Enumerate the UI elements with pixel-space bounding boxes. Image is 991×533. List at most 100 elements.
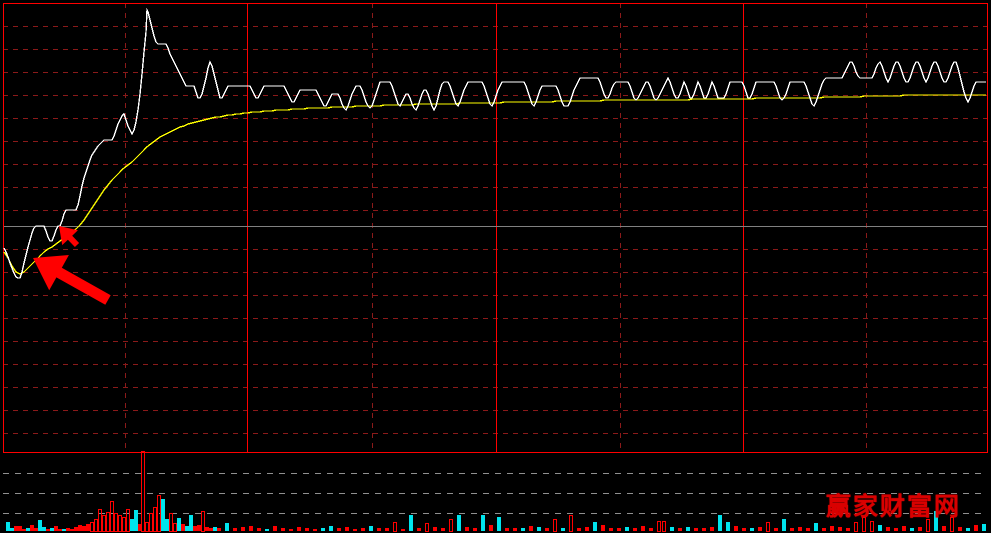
- arrow-small: [59, 226, 80, 247]
- volume-bar: [561, 528, 565, 531]
- volume-bar: [177, 518, 181, 531]
- volume-bar: [830, 526, 834, 531]
- average_price-polyline: [3, 94, 986, 275]
- volume-bar: [918, 527, 922, 531]
- volume-bar: [838, 527, 842, 531]
- volume-bar: [934, 511, 938, 531]
- volume-bar: [742, 528, 746, 531]
- volume-bar: [529, 526, 533, 531]
- volume-bar: [201, 511, 205, 532]
- volume-bar: [289, 529, 293, 531]
- volume-bar: [138, 524, 142, 531]
- volume-gridlines: [3, 473, 987, 514]
- average-price-line: [3, 94, 986, 275]
- volume-bar: [110, 501, 114, 532]
- volume-bar: [385, 528, 389, 531]
- volume-bar: [726, 522, 730, 531]
- volume-bar: [617, 528, 621, 531]
- volume-bar: [854, 522, 858, 532]
- volume-bar: [313, 529, 317, 531]
- volume-bar: [894, 528, 898, 531]
- volume-bar: [862, 517, 866, 532]
- volume-bar: [197, 525, 201, 531]
- volume-bar: [257, 528, 261, 531]
- volume-bar: [670, 527, 674, 531]
- volume-bar: [553, 519, 557, 532]
- volume-bar: [118, 515, 122, 532]
- volume-bar: [878, 525, 882, 531]
- volume-bar: [213, 527, 217, 531]
- volume-bar: [149, 513, 153, 532]
- volume-bar: [94, 519, 98, 532]
- volume-bar: [678, 528, 682, 531]
- volume-bar: [98, 509, 102, 532]
- volume-bar: [766, 522, 770, 532]
- volume-bar: [345, 527, 349, 531]
- volume-bar: [50, 528, 54, 531]
- volume-bar: [633, 528, 637, 531]
- volume-bar: [790, 528, 794, 531]
- volume-bar: [321, 528, 325, 531]
- volume-bar: [641, 526, 645, 531]
- volume-bar: [42, 527, 46, 531]
- volume-bar: [134, 510, 138, 531]
- volume-bar: [950, 517, 954, 532]
- volume-bar: [66, 528, 70, 531]
- volume-bar: [241, 527, 245, 531]
- volume-bar: [265, 529, 269, 531]
- volume-bar: [225, 523, 229, 531]
- volume-bar: [393, 522, 397, 532]
- volume-bar: [46, 529, 50, 531]
- volume-bar: [169, 513, 173, 532]
- volume-bar: [465, 527, 469, 531]
- volume-bar: [54, 526, 58, 531]
- price-frame-rect: [3, 3, 988, 453]
- volume-bar: [758, 527, 762, 531]
- volume-bar: [694, 528, 698, 531]
- volume-bar: [26, 528, 30, 531]
- volume-bar: [601, 525, 605, 531]
- volume-bar: [82, 526, 86, 531]
- volume-bar: [718, 515, 722, 531]
- volume-bar: [18, 526, 22, 531]
- volume-bar: [189, 515, 193, 531]
- volume-bar: [481, 515, 485, 531]
- price-polyline: [3, 7, 986, 279]
- volume-bar: [38, 520, 42, 531]
- volume-bar: [74, 527, 78, 531]
- volume-bar: [58, 529, 62, 531]
- annotation-arrows: [33, 226, 111, 305]
- volume-bar: [625, 527, 629, 531]
- volume-bar: [297, 527, 301, 531]
- volume-bar: [473, 528, 477, 531]
- volume-bar: [62, 529, 66, 531]
- volume-bar: [126, 509, 130, 532]
- volume-bar: [433, 527, 437, 531]
- volume-bar: [774, 528, 778, 531]
- volume-bar: [157, 495, 161, 532]
- volume-bar: [106, 512, 110, 532]
- volume-bar: [181, 524, 185, 531]
- volume-bar: [22, 529, 26, 531]
- volume-bar: [593, 522, 597, 531]
- volume-bar: [926, 519, 930, 532]
- volume-bar: [122, 517, 126, 532]
- volume-bar: [734, 526, 738, 531]
- volume-bar: [273, 526, 277, 531]
- volume-bar: [10, 528, 14, 531]
- volume-bar: [209, 528, 213, 531]
- volume-bar: [193, 526, 197, 531]
- price-line: [3, 7, 986, 279]
- volume-bar: [30, 525, 34, 531]
- volume-bar: [86, 524, 90, 531]
- volume-bar: [886, 527, 890, 531]
- volume-bar: [577, 528, 581, 531]
- volume-bar: [702, 528, 706, 531]
- volume-bar: [870, 521, 874, 532]
- volume-bar: [369, 526, 373, 531]
- arrow-large: [33, 255, 111, 305]
- volume-bar: [249, 526, 253, 531]
- volume-bar: [958, 527, 962, 531]
- volume-bar: [662, 521, 666, 532]
